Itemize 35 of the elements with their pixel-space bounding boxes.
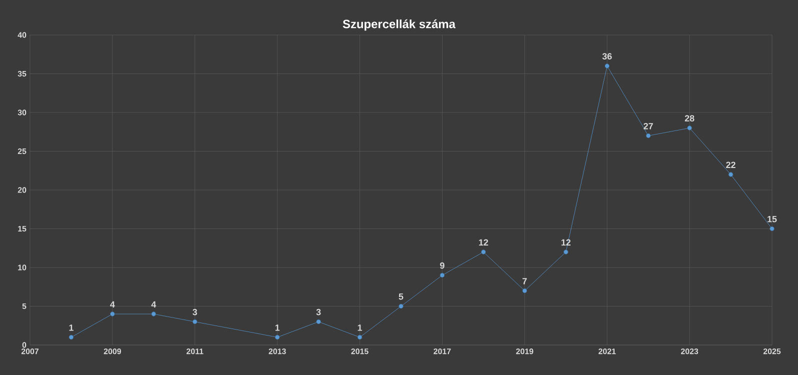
chart-title: Szupercellák száma <box>342 19 456 31</box>
point <box>604 64 610 68</box>
point <box>564 250 568 254</box>
point <box>357 334 362 340</box>
data-label: 12 <box>479 239 488 246</box>
point <box>440 272 445 278</box>
point <box>151 312 156 316</box>
data-label: 1 <box>69 324 74 331</box>
data-label: 7 <box>522 278 527 284</box>
point <box>687 126 692 130</box>
point <box>398 304 404 309</box>
point <box>68 334 74 340</box>
data-label: 4 <box>110 301 115 308</box>
data-label: 1 <box>358 324 362 331</box>
data-label: 36 <box>602 53 612 60</box>
point <box>274 334 280 340</box>
point <box>110 312 115 316</box>
data-label: 27 <box>644 122 653 130</box>
data-label: 9 <box>440 262 444 269</box>
point <box>728 172 734 177</box>
point <box>646 133 651 138</box>
data-label: 12 <box>561 239 571 246</box>
point <box>770 226 774 232</box>
point <box>316 319 321 324</box>
data-label: 22 <box>726 162 736 168</box>
point <box>192 319 198 324</box>
data-label: 4 <box>151 301 156 308</box>
data-label: 15 <box>768 216 777 222</box>
point <box>522 288 528 294</box>
data-label: 3 <box>192 308 198 316</box>
data-label: 1 <box>275 324 280 331</box>
point <box>481 250 486 254</box>
data-label: 3 <box>316 308 321 316</box>
data-label: 5 <box>398 293 404 300</box>
data-label: 28 <box>684 115 694 122</box>
